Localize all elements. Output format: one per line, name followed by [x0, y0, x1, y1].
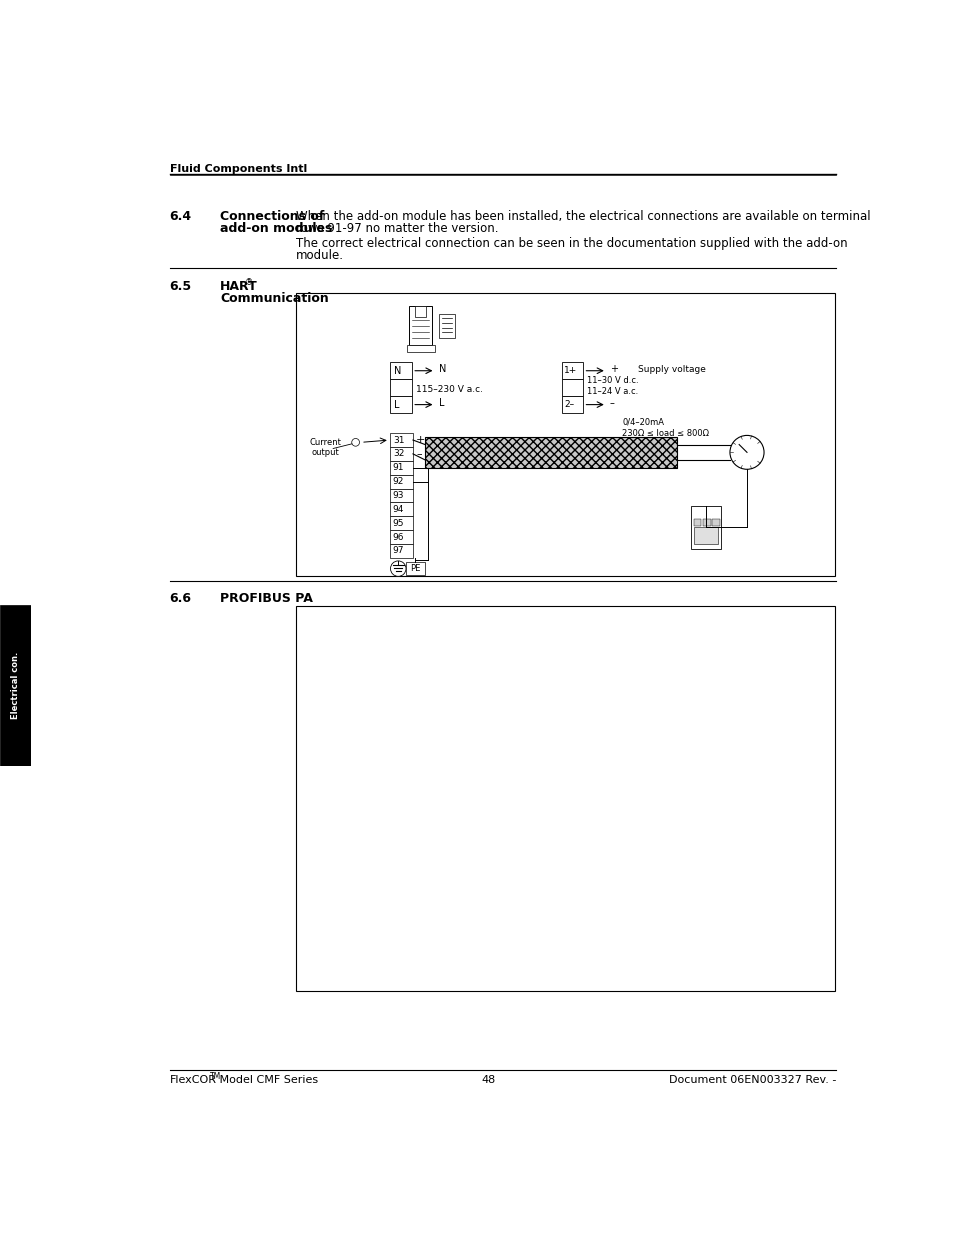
Bar — [691, 506, 720, 548]
Text: 2–: 2– — [563, 400, 574, 409]
Text: TM: TM — [210, 1072, 221, 1082]
Bar — [390, 503, 413, 516]
Text: module.: module. — [295, 249, 344, 262]
Text: +: + — [609, 364, 618, 374]
Text: 48: 48 — [481, 1074, 496, 1084]
Text: Communication: Communication — [220, 293, 329, 305]
Text: Fluid Components Intl: Fluid Components Intl — [170, 164, 307, 174]
Text: HART: HART — [220, 280, 257, 293]
Bar — [425, 437, 677, 468]
Text: Connections of: Connections of — [220, 210, 324, 222]
Bar — [561, 396, 583, 412]
Circle shape — [352, 438, 359, 446]
Bar — [390, 461, 413, 474]
Text: 94: 94 — [393, 505, 404, 514]
Text: rows 91-97 no matter the version.: rows 91-97 no matter the version. — [295, 222, 497, 235]
Bar — [390, 447, 413, 461]
Text: 6.5: 6.5 — [170, 280, 192, 293]
Bar — [295, 606, 835, 992]
Text: –: – — [416, 448, 421, 459]
Circle shape — [729, 436, 763, 469]
Bar — [702, 520, 710, 526]
Text: 97: 97 — [393, 546, 404, 556]
Bar — [390, 543, 413, 558]
Text: PROFIBUS PA: PROFIBUS PA — [220, 593, 313, 605]
Bar — [415, 306, 426, 317]
Text: ®: ® — [245, 278, 253, 288]
Text: 92: 92 — [393, 477, 404, 487]
Text: 11–24 V a.c.: 11–24 V a.c. — [587, 387, 638, 395]
Text: 1+: 1+ — [563, 367, 577, 375]
Text: N: N — [438, 364, 445, 374]
Text: +: + — [416, 435, 425, 445]
Text: Model CMF Series: Model CMF Series — [216, 1074, 318, 1084]
Text: L: L — [438, 398, 443, 408]
Text: add-on modules: add-on modules — [220, 222, 332, 235]
Text: 230Ω ≤ load ≤ 800Ω: 230Ω ≤ load ≤ 800Ω — [621, 429, 708, 438]
Circle shape — [390, 561, 406, 577]
Bar — [390, 379, 412, 396]
Bar — [406, 345, 435, 352]
Bar — [390, 433, 413, 447]
Text: Document 06EN003327 Rev. -: Document 06EN003327 Rev. - — [668, 1074, 835, 1084]
Text: N: N — [394, 366, 401, 375]
Bar — [390, 396, 412, 412]
Bar — [439, 314, 455, 338]
Text: 115–230 V a.c.: 115–230 V a.c. — [416, 385, 482, 394]
Text: output: output — [312, 448, 339, 457]
Bar — [694, 527, 717, 543]
Text: PE: PE — [410, 564, 420, 573]
Text: FlexCOR: FlexCOR — [170, 1074, 216, 1084]
Bar — [693, 520, 700, 526]
Bar — [390, 474, 413, 489]
Bar — [390, 530, 413, 543]
Text: The correct electrical connection can be seen in the documentation supplied with: The correct electrical connection can be… — [295, 237, 846, 249]
Text: 31: 31 — [393, 436, 404, 445]
Bar — [561, 362, 583, 379]
Bar — [390, 516, 413, 530]
Text: Supply voltage: Supply voltage — [637, 364, 705, 374]
Text: Current: Current — [309, 438, 341, 447]
Text: 96: 96 — [393, 532, 404, 542]
Bar — [390, 362, 412, 379]
Bar — [409, 306, 432, 345]
Text: 95: 95 — [393, 519, 404, 527]
Text: –: – — [609, 398, 614, 408]
Text: 11–30 V d.c.: 11–30 V d.c. — [587, 377, 639, 385]
Text: 93: 93 — [393, 492, 404, 500]
Bar — [561, 379, 583, 396]
Text: 6.4: 6.4 — [170, 210, 192, 222]
Text: Electrical con.: Electrical con. — [10, 652, 20, 719]
Text: L: L — [394, 400, 399, 410]
Text: 6.6: 6.6 — [170, 593, 192, 605]
Text: 91: 91 — [393, 463, 404, 472]
Bar — [406, 562, 424, 574]
Text: 0/4–20mA: 0/4–20mA — [621, 417, 663, 426]
Bar — [390, 489, 413, 503]
Bar — [295, 293, 835, 576]
Text: When the add-on module has been installed, the electrical connections are availa: When the add-on module has been installe… — [295, 210, 870, 222]
Bar — [711, 520, 720, 526]
Text: 32: 32 — [393, 450, 404, 458]
